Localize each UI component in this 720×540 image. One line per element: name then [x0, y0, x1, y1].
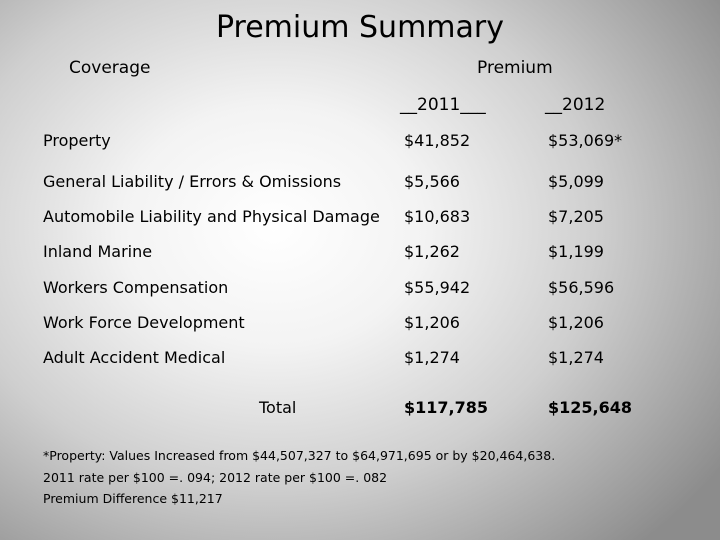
row-value-2012-workers-compensation: $56,596	[548, 278, 615, 297]
year-2011-header: __2011___	[400, 95, 486, 115]
year-2012-header: __2012	[545, 95, 606, 115]
row-value-2011-property: $41,852	[404, 131, 471, 150]
total-value-2012: $125,648	[548, 398, 633, 417]
row-value-2011-inland-marine: $1,262	[404, 242, 460, 261]
total-value-2011: $117,785	[404, 398, 489, 417]
footnote-property-values: *Property: Values Increased from $44,507…	[43, 448, 556, 463]
total-label: Total	[259, 398, 297, 417]
row-value-2012-automobile: $7,205	[548, 207, 604, 226]
row-value-2012-property: $53,069*	[548, 131, 623, 150]
row-label-adult-accident-medical: Adult Accident Medical	[43, 348, 226, 367]
row-label-workers-compensation: Workers Compensation	[43, 278, 229, 297]
row-value-2012-adult-accident-medical: $1,274	[548, 348, 604, 367]
row-value-2012-general-liability: $5,099	[548, 172, 604, 191]
row-label-inland-marine: Inland Marine	[43, 242, 153, 261]
row-value-2011-general-liability: $5,566	[404, 172, 460, 191]
row-value-2011-workers-compensation: $55,942	[404, 278, 471, 297]
premium-column-header: Premium	[477, 58, 553, 78]
row-label-general-liability: General Liability / Errors & Omissions	[43, 172, 342, 191]
row-label-automobile: Automobile Liability and Physical Damage	[43, 207, 380, 226]
footnote-premium-difference: Premium Difference $11,217	[43, 491, 223, 506]
row-label-property: Property	[43, 131, 111, 150]
row-label-work-force-development: Work Force Development	[43, 313, 245, 332]
row-value-2011-automobile: $10,683	[404, 207, 471, 226]
footnote-rates: 2011 rate per $100 =. 094; 2012 rate per…	[43, 470, 388, 485]
row-value-2012-work-force-development: $1,206	[548, 313, 604, 332]
row-value-2011-adult-accident-medical: $1,274	[404, 348, 460, 367]
row-value-2012-inland-marine: $1,199	[548, 242, 604, 261]
row-value-2011-work-force-development: $1,206	[404, 313, 460, 332]
slide-title: Premium Summary	[215, 10, 504, 45]
coverage-column-header: Coverage	[69, 58, 151, 78]
